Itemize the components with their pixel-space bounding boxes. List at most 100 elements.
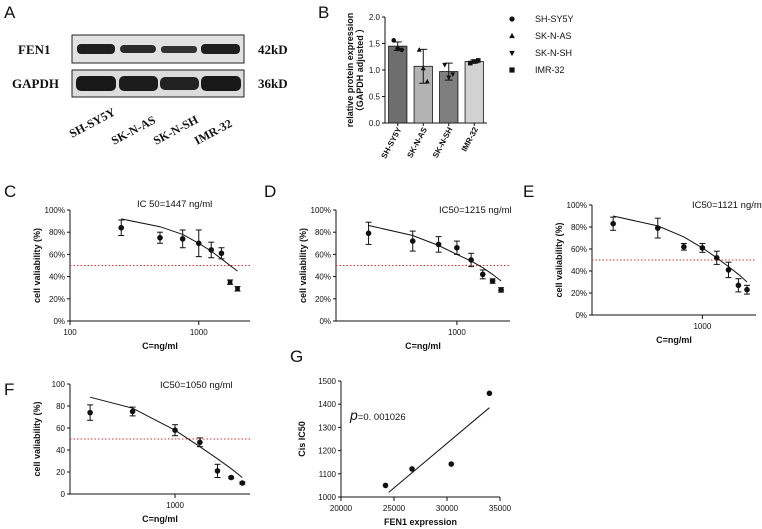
data-point — [118, 224, 125, 231]
legend-marker — [509, 50, 515, 57]
data-point — [735, 282, 742, 289]
y-tick-label: 2.0 — [369, 13, 381, 22]
correlation-chart-g: 1000 1100 1200 1300 1400 1500 20000 25000 30000 3… — [297, 377, 512, 527]
data-point — [467, 60, 473, 66]
y-tick-label: 80% — [315, 228, 331, 237]
blot-band — [119, 76, 158, 91]
y-tick-label: 40 — [56, 446, 65, 455]
y-tick-label: 1.5 — [369, 40, 381, 49]
western-blot: FEN1 GAPDH 42kD 36kD SH-SY5Y SK-N-AS SK-… — [12, 34, 288, 148]
legend-label-sh-sy5y: SH-SY5Y — [535, 14, 574, 24]
y-tick-label: 0.5 — [369, 93, 381, 102]
y-tick-label: 80 — [56, 402, 65, 411]
legend-label-sk-n-sh: SK-N-SH — [535, 48, 572, 58]
y-tick-label: 20 — [56, 468, 65, 477]
y-tick-label: 60% — [315, 250, 331, 259]
blot-bands-gapdh — [76, 76, 241, 91]
y-tick-label: 1400 — [318, 400, 336, 409]
ic50-annotation: IC50=1215 ng/ml — [439, 205, 512, 216]
data-point — [435, 241, 442, 248]
legend-label-sk-n-as: SK-N-AS — [535, 31, 572, 41]
data-point — [416, 47, 422, 52]
x-tick-label: SK-N-AS — [405, 125, 429, 159]
y-tick-label: 1000 — [318, 493, 336, 502]
data-point — [208, 247, 215, 253]
data-point — [391, 38, 397, 43]
y-axis-label: （GAPDH adjusted ） — [355, 24, 365, 117]
data-point — [420, 65, 426, 71]
y-tick-label: 100% — [45, 206, 65, 215]
x-axis-label: FEN1 expression — [384, 517, 457, 527]
y-tick-label: 1200 — [318, 447, 336, 456]
panel-label-b: B — [318, 3, 329, 22]
fit-curve — [612, 215, 748, 283]
data-point — [744, 286, 750, 293]
blot-row-label-fen1: FEN1 — [18, 42, 51, 57]
data-point — [450, 72, 456, 77]
data-point — [235, 286, 240, 292]
panel-label-f: F — [4, 380, 14, 399]
panel-label-c: C — [4, 182, 16, 201]
data-point — [486, 390, 493, 397]
blot-size-fen1: 42kD — [258, 42, 288, 57]
legend-marker — [509, 32, 515, 39]
legend-label-imr-32: IMR-32 — [535, 65, 565, 75]
data-point — [172, 427, 178, 434]
fit-curve — [121, 218, 238, 272]
x-axis-label: C=ng/ml — [405, 341, 441, 351]
data-point — [179, 236, 186, 242]
y-tick-label: 100% — [311, 206, 331, 215]
p-value: =0. 001026 — [358, 412, 406, 423]
data-point — [610, 220, 616, 227]
data-point — [227, 279, 233, 285]
data-point — [424, 78, 430, 84]
panel-label-d: D — [264, 182, 276, 201]
data-point — [475, 58, 481, 63]
data-point — [129, 408, 136, 415]
y-tick-label: 0% — [53, 317, 65, 326]
data-point — [713, 254, 720, 261]
y-axis-label: cell valiability (%) — [32, 401, 42, 476]
data-point — [197, 439, 203, 446]
x-axis-label: C=ng/ml — [656, 335, 692, 345]
data-point — [442, 62, 448, 68]
x-tick-label: 20000 — [330, 504, 353, 513]
y-tick-label: 0% — [319, 317, 331, 326]
data-point — [498, 287, 504, 293]
legend-b: SH-SY5Y SK-N-AS SK-N-SH IMR-32 — [509, 14, 574, 75]
x-axis-label: C=ng/ml — [142, 514, 178, 524]
panel-label-a: A — [4, 3, 16, 22]
bar — [388, 45, 408, 124]
y-tick-label: 40% — [49, 273, 65, 282]
blot-band — [160, 77, 199, 90]
blot-band — [201, 44, 240, 54]
y-tick-label: 100 — [52, 380, 66, 389]
data-point — [446, 75, 452, 81]
data-point — [365, 230, 372, 237]
fit-curve — [368, 225, 502, 282]
data-point — [228, 474, 234, 481]
x-tick-label: 1000 — [166, 501, 184, 510]
data-point — [195, 240, 202, 247]
legend-markers — [509, 16, 515, 73]
blot-bands-fen1 — [77, 44, 240, 54]
ic50-annotation: IC50=1050 ng/ml — [160, 380, 233, 391]
x-tick-label: 100 — [63, 328, 77, 337]
bar-chart-protein-expression: 0.0 0.5 1.0 1.5 2.0 SH-SY5Y SK-N-AS SK-N-SH IMR-… — [345, 13, 487, 160]
blot-band — [76, 76, 116, 91]
data-point — [157, 234, 163, 241]
data-point — [214, 468, 221, 474]
data-point — [454, 244, 460, 251]
legend-marker — [509, 16, 515, 22]
p-value-annotation: p=0. 001026 — [349, 407, 406, 423]
blot-band — [201, 76, 241, 91]
x-tick-label: IMR-32 — [460, 125, 481, 153]
y-tick-label: 0 — [61, 490, 66, 499]
data-point — [468, 257, 474, 263]
data-point — [654, 225, 661, 231]
data-point — [409, 238, 416, 244]
panel-label-g: G — [290, 347, 303, 366]
data-point — [725, 267, 732, 273]
y-tick-label: 20% — [315, 295, 331, 304]
